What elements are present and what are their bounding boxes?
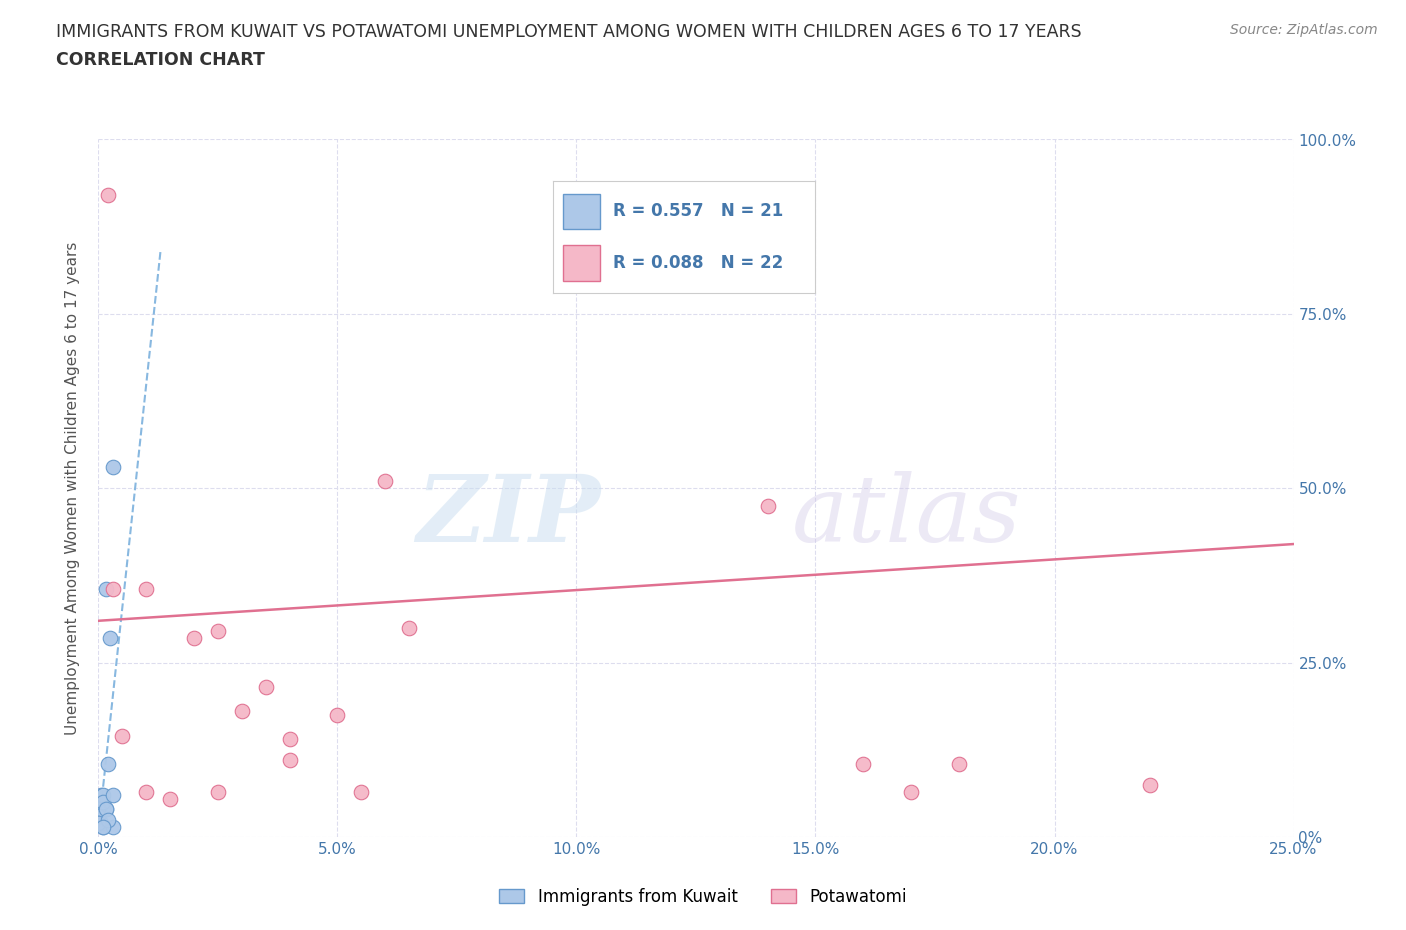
Text: Source: ZipAtlas.com: Source: ZipAtlas.com (1230, 23, 1378, 37)
Point (87, 816, 110, 830)
Point (135, 582, 157, 597)
Point (94, 802, 117, 817)
Point (183, 631, 205, 645)
Point (97, 812, 120, 827)
Point (326, 708, 349, 723)
Point (135, 784, 157, 799)
Point (254, 680, 277, 695)
Point (91, 788, 114, 803)
Point (159, 791, 181, 806)
Point (94, 802, 117, 817)
Point (948, 756, 970, 771)
Point (101, 582, 124, 597)
FancyBboxPatch shape (562, 193, 600, 230)
Point (207, 624, 229, 639)
Point (97, 756, 120, 771)
Point (101, 460, 124, 474)
Point (87, 802, 110, 817)
Point (87, 816, 110, 830)
Point (278, 753, 301, 768)
Point (97, 188, 120, 203)
Text: ZIP: ZIP (416, 472, 600, 561)
Text: atlas: atlas (792, 472, 1021, 561)
Y-axis label: Unemployment Among Women with Children Ages 6 to 17 years: Unemployment Among Women with Children A… (65, 242, 80, 735)
Point (756, 498, 779, 513)
Point (90, 788, 112, 803)
Point (398, 620, 420, 635)
Point (91, 819, 114, 834)
Text: CORRELATION CHART: CORRELATION CHART (56, 51, 266, 69)
FancyBboxPatch shape (562, 245, 600, 281)
Point (350, 784, 373, 799)
Point (87, 809, 110, 824)
Point (278, 732, 301, 747)
Point (900, 784, 922, 799)
Point (207, 784, 229, 799)
Point (98, 631, 122, 645)
Text: R = 0.088   N = 22: R = 0.088 N = 22 (613, 254, 783, 272)
Point (852, 756, 875, 771)
Point (91, 802, 114, 817)
Point (1139, 777, 1161, 792)
Text: R = 0.557   N = 21: R = 0.557 N = 21 (613, 203, 783, 220)
Point (231, 704, 253, 719)
Text: IMMIGRANTS FROM KUWAIT VS POTAWATOMI UNEMPLOYMENT AMONG WOMEN WITH CHILDREN AGES: IMMIGRANTS FROM KUWAIT VS POTAWATOMI UNE… (56, 23, 1081, 41)
Point (91, 819, 114, 834)
Point (101, 788, 124, 803)
Legend: Immigrants from Kuwait, Potawatomi: Immigrants from Kuwait, Potawatomi (492, 881, 914, 912)
Point (94, 582, 117, 597)
Point (91, 794, 114, 809)
Point (374, 474, 396, 489)
Point (111, 728, 134, 743)
Point (87, 809, 110, 824)
Point (90, 816, 112, 830)
Point (101, 819, 124, 834)
